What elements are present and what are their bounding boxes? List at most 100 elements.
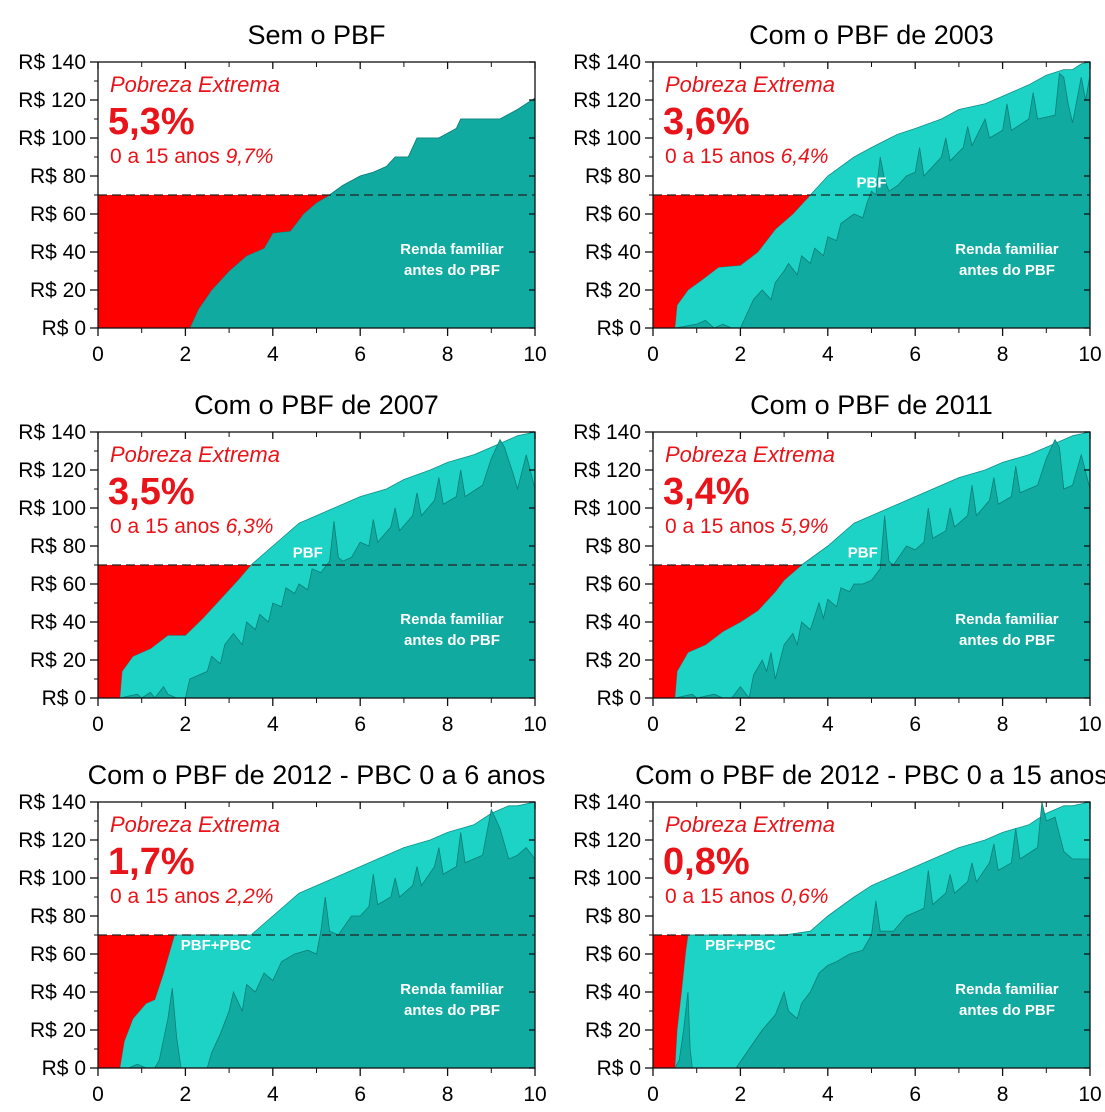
y-tick-label: R$ 100 bbox=[18, 127, 86, 150]
y-tick-label: R$ 140 bbox=[573, 421, 641, 444]
x-tick-label: 8 bbox=[442, 1083, 454, 1106]
y-tick-label: R$ 80 bbox=[585, 535, 641, 558]
poverty-label: Pobreza Extrema bbox=[110, 442, 280, 467]
base-income-area bbox=[653, 72, 1090, 328]
child-poverty-rate: 0 a 15 anos 9,7% bbox=[110, 145, 273, 168]
x-tick-label: 2 bbox=[735, 713, 747, 736]
y-tick-label: R$ 0 bbox=[597, 687, 641, 710]
y-tick-label: R$ 20 bbox=[30, 1019, 86, 1042]
y-tick-label: R$ 140 bbox=[18, 51, 86, 74]
area-label: antes do PBF bbox=[404, 1002, 500, 1019]
x-tick-label: 6 bbox=[354, 713, 366, 736]
area-label: PBF bbox=[857, 174, 887, 191]
poverty-label: Pobreza Extrema bbox=[110, 72, 280, 97]
poverty-label: Pobreza Extrema bbox=[110, 812, 280, 837]
x-tick-label: 4 bbox=[267, 1083, 279, 1106]
extreme-poverty-area bbox=[98, 195, 330, 328]
x-tick-label: 2 bbox=[180, 1083, 192, 1106]
x-tick-label: 10 bbox=[1078, 343, 1101, 366]
x-tick-label: 6 bbox=[354, 343, 366, 366]
area-label: antes do PBF bbox=[959, 262, 1055, 279]
x-tick-label: 0 bbox=[92, 713, 104, 736]
area-label: Renda familiar bbox=[955, 611, 1059, 628]
y-tick-label: R$ 40 bbox=[585, 611, 641, 634]
poverty-label: Pobreza Extrema bbox=[665, 812, 835, 837]
y-tick-label: R$ 80 bbox=[585, 905, 641, 928]
chart-panel: R$ 0 R$ 20 R$ 40 R$ 60 R$ 80 R$ 100 R$ 120 R$ 1… bbox=[573, 760, 1105, 1106]
y-tick-label: R$ 0 bbox=[597, 1057, 641, 1080]
extreme-poverty-area bbox=[653, 935, 688, 1068]
poverty-rate: 1,7% bbox=[108, 841, 195, 883]
poverty-rate: 3,4% bbox=[663, 471, 750, 513]
x-tick-label: 0 bbox=[647, 713, 659, 736]
y-tick-label: R$ 60 bbox=[585, 573, 641, 596]
y-tick-label: R$ 100 bbox=[18, 867, 86, 890]
area-label: Renda familiar bbox=[400, 241, 504, 258]
extreme-poverty-area bbox=[653, 565, 802, 698]
y-tick-label: R$ 40 bbox=[30, 241, 86, 264]
child-poverty-rate: 0 a 15 anos 2,2% bbox=[110, 885, 273, 908]
child-poverty-rate: 0 a 15 anos 6,4% bbox=[665, 145, 828, 168]
y-tick-label: R$ 140 bbox=[573, 791, 641, 814]
x-tick-label: 0 bbox=[92, 343, 104, 366]
y-tick-label: R$ 120 bbox=[573, 89, 641, 112]
y-tick-label: R$ 120 bbox=[18, 89, 86, 112]
x-tick-label: 10 bbox=[523, 713, 546, 736]
area-label: PBF+PBC bbox=[705, 937, 776, 954]
y-tick-label: R$ 120 bbox=[573, 829, 641, 852]
x-tick-label: 6 bbox=[909, 343, 921, 366]
x-tick-label: 6 bbox=[909, 1083, 921, 1106]
x-tick-label: 10 bbox=[1078, 713, 1101, 736]
y-tick-label: R$ 120 bbox=[18, 829, 86, 852]
y-tick-label: R$ 80 bbox=[30, 535, 86, 558]
y-tick-label: R$ 60 bbox=[585, 943, 641, 966]
y-tick-label: R$ 40 bbox=[585, 241, 641, 264]
poverty-rate: 3,6% bbox=[663, 101, 750, 143]
x-tick-label: 2 bbox=[180, 343, 192, 366]
poverty-label: Pobreza Extrema bbox=[665, 442, 835, 467]
area-label: antes do PBF bbox=[959, 632, 1055, 649]
y-tick-label: R$ 60 bbox=[30, 943, 86, 966]
y-tick-label: R$ 100 bbox=[18, 497, 86, 520]
y-tick-label: R$ 140 bbox=[18, 791, 86, 814]
chart-title: Com o PBF de 2012 - PBC 0 a 6 anos bbox=[88, 760, 546, 790]
y-tick-label: R$ 120 bbox=[573, 459, 641, 482]
area-label: Renda familiar bbox=[955, 981, 1059, 998]
child-poverty-rate: 0 a 15 anos 6,3% bbox=[110, 515, 273, 538]
chart-title: Com o PBF de 2007 bbox=[194, 390, 439, 420]
y-tick-label: R$ 80 bbox=[30, 905, 86, 928]
y-tick-label: R$ 120 bbox=[18, 459, 86, 482]
chart-panel: R$ 0 R$ 20 R$ 40 R$ 60 R$ 80 R$ 100 R$ 120 R$ 1… bbox=[573, 20, 1101, 366]
x-tick-label: 2 bbox=[735, 1083, 747, 1106]
chart-title: Com o PBF de 2011 bbox=[750, 390, 993, 420]
y-tick-label: R$ 140 bbox=[573, 51, 641, 74]
base-income-area bbox=[98, 438, 535, 698]
chart-panel: R$ 0 R$ 20 R$ 40 R$ 60 R$ 80 R$ 100 R$ 120 R$ 1… bbox=[18, 390, 546, 736]
y-tick-label: R$ 0 bbox=[42, 687, 86, 710]
x-tick-label: 4 bbox=[822, 1083, 834, 1106]
x-tick-label: 10 bbox=[1078, 1083, 1101, 1106]
x-tick-label: 0 bbox=[647, 343, 659, 366]
x-tick-label: 2 bbox=[735, 343, 747, 366]
chart-panel: R$ 0 R$ 20 R$ 40 R$ 60 R$ 80 R$ 100 R$ 120 R$ 1… bbox=[18, 760, 546, 1106]
area-label: PBF+PBC bbox=[181, 937, 252, 954]
y-tick-label: R$ 80 bbox=[30, 165, 86, 188]
chart-panel: R$ 0 R$ 20 R$ 40 R$ 60 R$ 80 R$ 100 R$ 120 R$ 1… bbox=[573, 390, 1101, 736]
x-tick-label: 4 bbox=[822, 343, 834, 366]
extreme-poverty-area bbox=[98, 935, 175, 1068]
chart-title: Sem o PBF bbox=[247, 20, 385, 50]
area-label: Renda familiar bbox=[955, 241, 1059, 258]
y-tick-label: R$ 60 bbox=[585, 203, 641, 226]
y-tick-label: R$ 100 bbox=[573, 867, 641, 890]
y-tick-label: R$ 0 bbox=[597, 317, 641, 340]
area-label: PBF bbox=[293, 544, 323, 561]
x-tick-label: 8 bbox=[997, 713, 1009, 736]
y-tick-label: R$ 100 bbox=[573, 127, 641, 150]
x-tick-label: 6 bbox=[354, 1083, 366, 1106]
x-tick-label: 10 bbox=[523, 1083, 546, 1106]
y-tick-label: R$ 20 bbox=[30, 649, 86, 672]
area-label: Renda familiar bbox=[400, 981, 504, 998]
x-tick-label: 0 bbox=[92, 1083, 104, 1106]
y-tick-label: R$ 20 bbox=[585, 1019, 641, 1042]
